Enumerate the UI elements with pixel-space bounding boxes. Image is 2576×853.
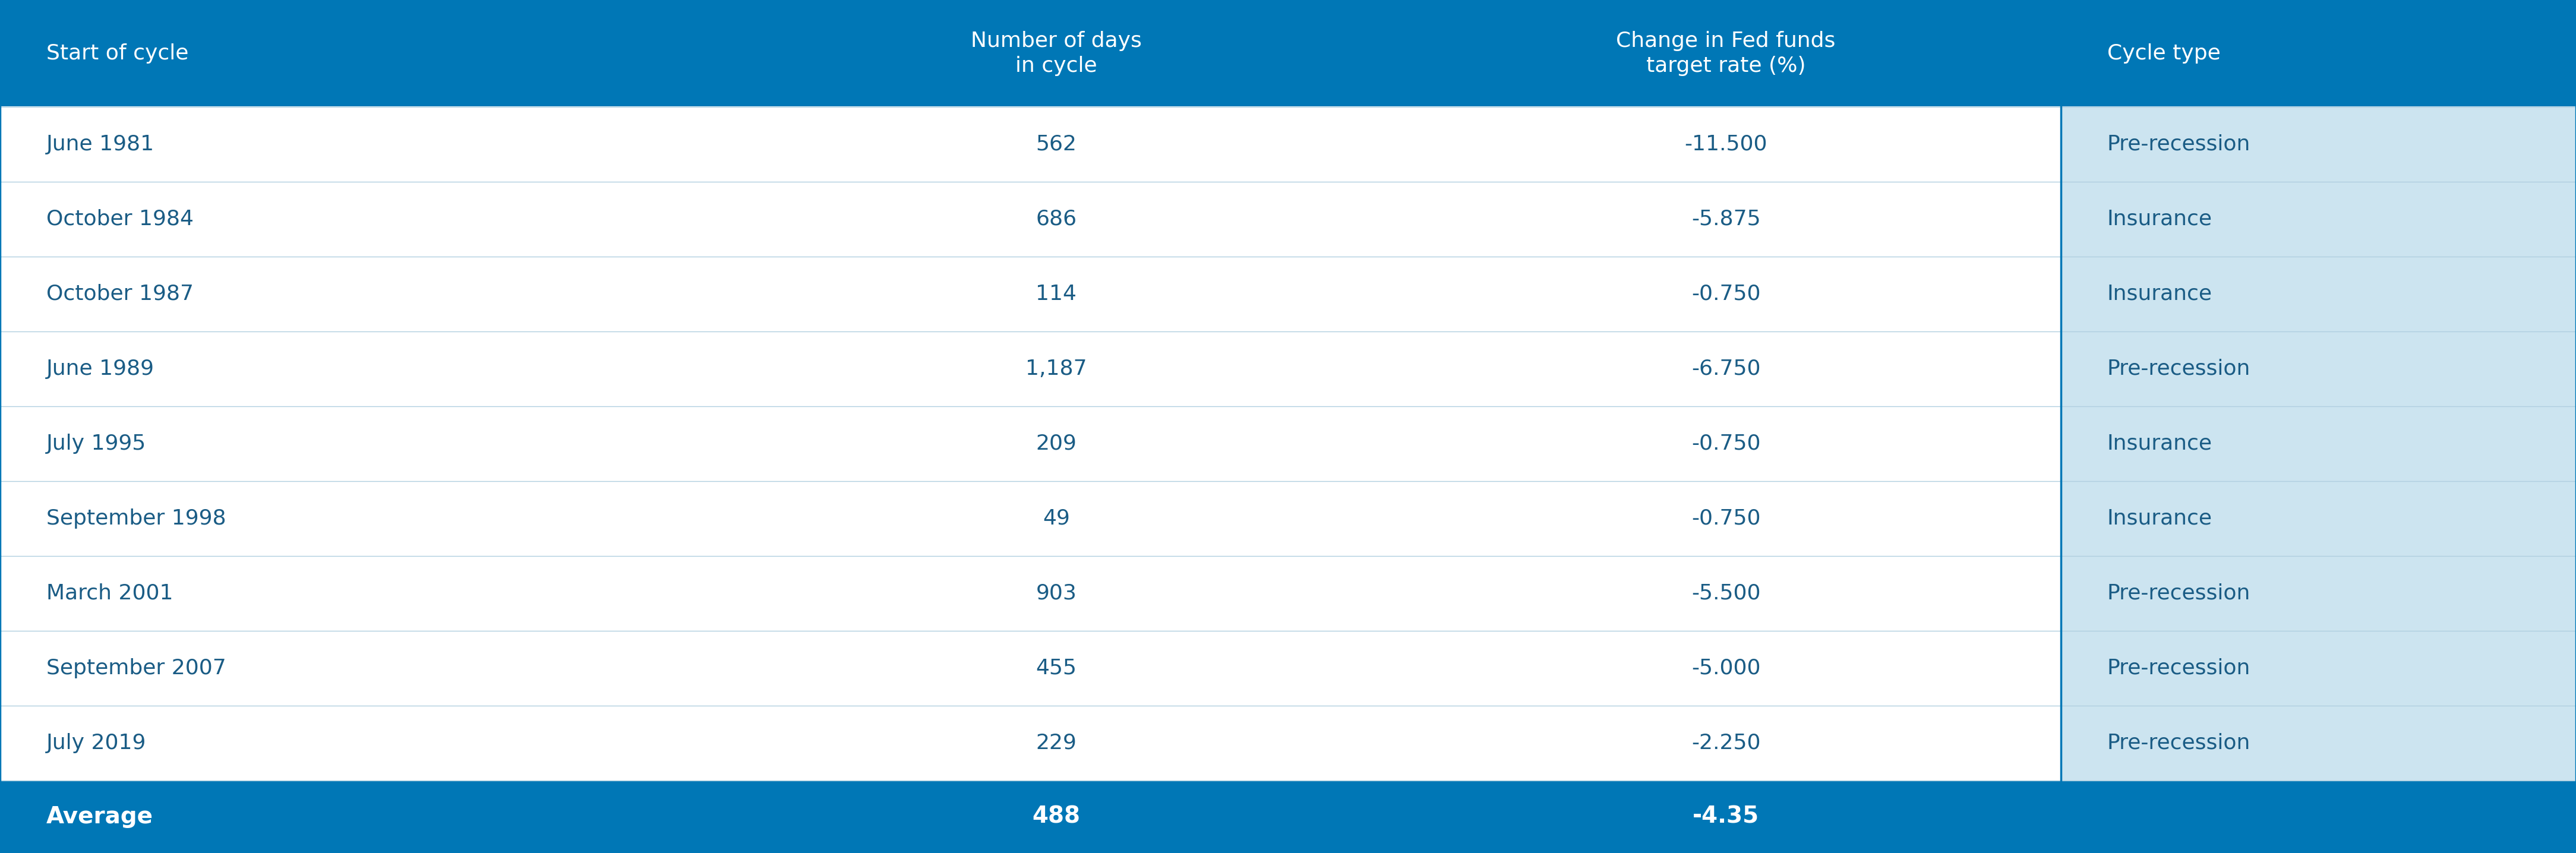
Bar: [721, 705, 1391, 780]
Bar: [721, 257, 1391, 331]
Text: Number of days
in cycle: Number of days in cycle: [971, 31, 1141, 76]
Text: Pre-recession: Pre-recession: [2107, 733, 2251, 753]
Bar: [0, 331, 721, 406]
Bar: [2061, 406, 2576, 481]
Text: -2.250: -2.250: [1692, 733, 1759, 753]
Bar: [721, 406, 1391, 481]
Text: October 1984: October 1984: [46, 209, 193, 229]
Bar: [1391, 705, 2061, 780]
Bar: [0, 481, 721, 556]
Text: March 2001: March 2001: [46, 583, 173, 603]
Text: July 2019: July 2019: [46, 733, 147, 753]
Bar: [1391, 556, 2061, 630]
Bar: [1391, 780, 2061, 853]
Bar: [0, 780, 721, 853]
Text: 229: 229: [1036, 733, 1077, 753]
Text: 1,187: 1,187: [1025, 358, 1087, 379]
Bar: [721, 780, 1391, 853]
Text: Pre-recession: Pre-recession: [2107, 658, 2251, 678]
Text: September 1998: September 1998: [46, 508, 227, 529]
Bar: [0, 0, 721, 107]
Bar: [0, 257, 721, 331]
Bar: [1391, 331, 2061, 406]
Bar: [721, 0, 1391, 107]
Text: 903: 903: [1036, 583, 1077, 603]
Text: June 1981: June 1981: [46, 134, 155, 154]
Bar: [721, 556, 1391, 630]
Text: -4.35: -4.35: [1692, 805, 1759, 828]
Text: 209: 209: [1036, 433, 1077, 454]
Bar: [0, 107, 721, 182]
Bar: [721, 481, 1391, 556]
Text: -0.750: -0.750: [1692, 433, 1759, 454]
Text: -0.750: -0.750: [1692, 508, 1759, 529]
Text: Average: Average: [46, 805, 155, 828]
Bar: [2061, 257, 2576, 331]
Bar: [0, 630, 721, 705]
Text: -5.500: -5.500: [1692, 583, 1759, 603]
Text: 562: 562: [1036, 134, 1077, 154]
Text: 488: 488: [1033, 805, 1079, 828]
Bar: [0, 705, 721, 780]
Bar: [2061, 107, 2576, 182]
Text: Change in Fed funds
target rate (%): Change in Fed funds target rate (%): [1615, 31, 1837, 76]
Bar: [1391, 257, 2061, 331]
Bar: [1391, 182, 2061, 257]
Text: -0.750: -0.750: [1692, 284, 1759, 304]
Bar: [721, 630, 1391, 705]
Text: 114: 114: [1036, 284, 1077, 304]
Bar: [0, 406, 721, 481]
Text: -11.500: -11.500: [1685, 134, 1767, 154]
Bar: [2061, 182, 2576, 257]
Text: Insurance: Insurance: [2107, 209, 2213, 229]
Bar: [1391, 107, 2061, 182]
Text: Start of cycle: Start of cycle: [46, 44, 188, 63]
Text: October 1987: October 1987: [46, 284, 193, 304]
Bar: [1391, 0, 2061, 107]
Bar: [721, 182, 1391, 257]
Bar: [0, 556, 721, 630]
Text: 455: 455: [1036, 658, 1077, 678]
Text: 686: 686: [1036, 209, 1077, 229]
Bar: [2061, 780, 2576, 853]
Bar: [2061, 556, 2576, 630]
Text: Insurance: Insurance: [2107, 433, 2213, 454]
Bar: [721, 107, 1391, 182]
Bar: [2061, 705, 2576, 780]
Text: Pre-recession: Pre-recession: [2107, 134, 2251, 154]
Text: -5.000: -5.000: [1692, 658, 1759, 678]
Bar: [1391, 406, 2061, 481]
Text: Cycle type: Cycle type: [2107, 44, 2221, 63]
Bar: [0, 182, 721, 257]
Text: -6.750: -6.750: [1692, 358, 1759, 379]
Text: Insurance: Insurance: [2107, 508, 2213, 529]
Text: 49: 49: [1043, 508, 1069, 529]
Text: Pre-recession: Pre-recession: [2107, 358, 2251, 379]
Text: Insurance: Insurance: [2107, 284, 2213, 304]
Text: -5.875: -5.875: [1692, 209, 1759, 229]
Text: July 1995: July 1995: [46, 433, 147, 454]
Text: June 1989: June 1989: [46, 358, 155, 379]
Bar: [1391, 481, 2061, 556]
Bar: [2061, 630, 2576, 705]
Bar: [2061, 481, 2576, 556]
Bar: [2061, 331, 2576, 406]
Text: September 2007: September 2007: [46, 658, 227, 678]
Text: Pre-recession: Pre-recession: [2107, 583, 2251, 603]
Bar: [721, 331, 1391, 406]
Bar: [1391, 630, 2061, 705]
Bar: [2061, 0, 2576, 107]
